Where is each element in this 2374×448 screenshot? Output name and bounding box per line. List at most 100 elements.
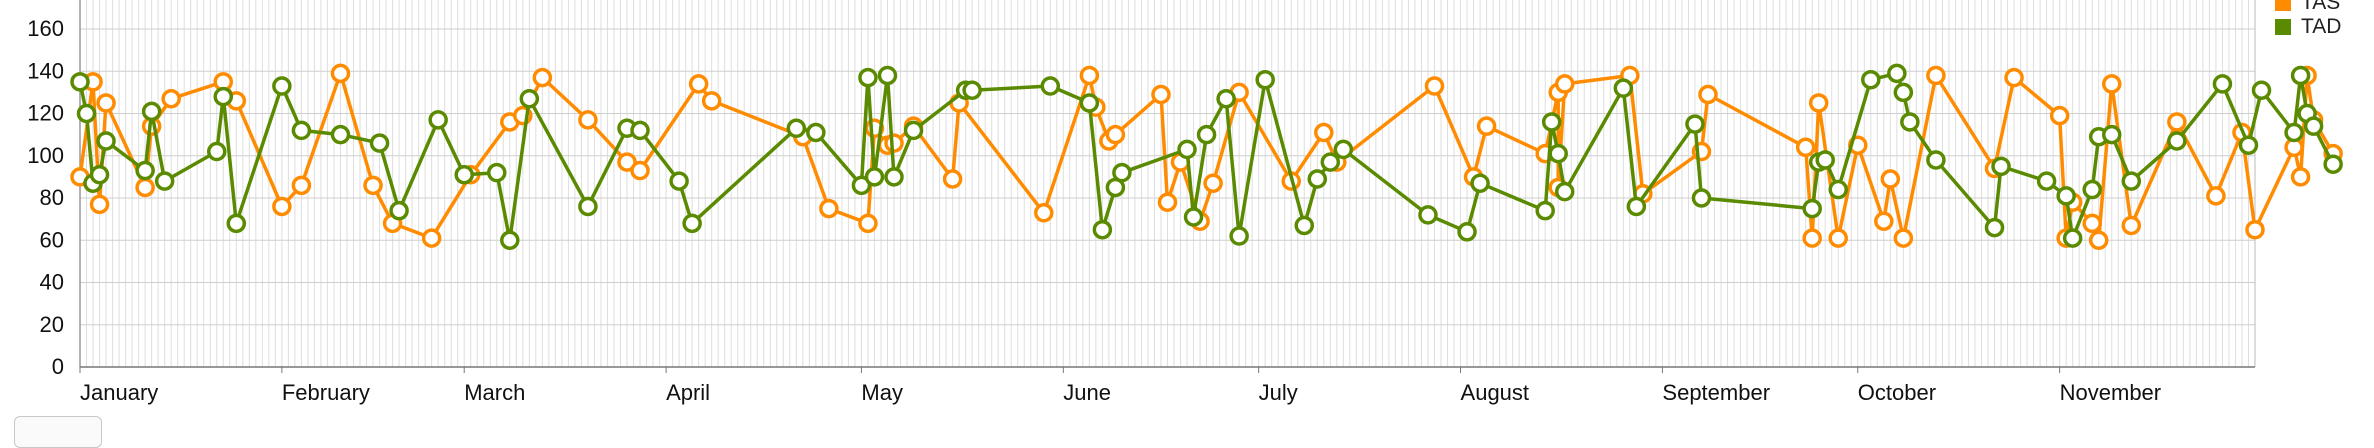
data-point-tad — [1183, 207, 1204, 227]
data-point-tad — [851, 175, 872, 196]
y-tick-label: 80 — [40, 185, 64, 210]
data-point-tas — [688, 74, 709, 94]
data-point-tad — [89, 165, 110, 185]
data-point-tad — [2167, 131, 2187, 151]
data-point-tad — [1554, 181, 1575, 202]
data-point-tad — [141, 101, 162, 122]
data-point-tad — [858, 67, 878, 88]
data-point-tad — [1535, 200, 1555, 221]
data-point-tad — [1984, 217, 2005, 238]
data-point-tas — [89, 194, 110, 215]
data-point-tad — [1177, 139, 1197, 160]
data-point-tad — [1828, 179, 1848, 200]
data-point-tas — [1554, 74, 1575, 94]
data-point-tad — [1307, 169, 1328, 189]
data-point-tad — [454, 165, 474, 185]
data-point-tad — [1457, 222, 1477, 242]
data-point-tas — [701, 91, 722, 111]
data-point-tas — [2049, 105, 2070, 126]
legend-swatch-tad — [2275, 19, 2291, 35]
data-point-tad — [2212, 74, 2233, 94]
data-point-tas — [1802, 228, 1822, 248]
data-point-tad — [2284, 122, 2304, 143]
data-point-tad — [135, 160, 155, 181]
x-tick-label: January — [80, 380, 158, 405]
data-point-tas — [1698, 84, 1718, 105]
data-point-tad — [1196, 124, 1217, 145]
data-point-tad — [213, 86, 234, 107]
x-tick-label: April — [666, 380, 710, 405]
data-point-tad — [2323, 154, 2343, 174]
next-button[interactable] — [14, 416, 102, 448]
data-point-tas — [1808, 93, 1829, 113]
data-point-tad — [1470, 173, 1490, 193]
data-point-tas — [2082, 213, 2102, 234]
data-point-tad — [487, 162, 507, 183]
data-point-tad — [669, 171, 689, 191]
data-point-tad — [1893, 82, 1914, 103]
data-point-tad — [2062, 228, 2083, 248]
data-point-tas — [1893, 228, 1914, 248]
data-point-tad — [1255, 69, 1275, 90]
data-point-tad — [96, 131, 116, 151]
data-point-tad — [1418, 205, 1438, 225]
data-point-tad — [2056, 186, 2076, 206]
x-tick-label: July — [1259, 380, 1298, 405]
data-point-tad — [1900, 112, 1920, 132]
data-point-tad — [1294, 215, 1315, 236]
data-point-tas — [135, 177, 155, 198]
y-tick-label: 60 — [40, 227, 64, 252]
chart-axes: 0 20 40 60 80 100 120 140 160 January February Marc… — [27, 0, 2256, 405]
data-point-tas — [421, 228, 442, 248]
legend-label-tad: TAD — [2301, 15, 2342, 38]
data-point-tas — [272, 196, 292, 217]
data-point-tas — [630, 160, 650, 181]
data-point-tad — [1092, 219, 1113, 240]
data-point-tad — [1541, 112, 1562, 132]
data-point-tas — [1424, 76, 1445, 96]
data-point-tad — [962, 80, 982, 101]
data-point-tas — [1795, 137, 1816, 158]
data-point-tas — [819, 198, 839, 219]
data-point-tas — [2290, 167, 2311, 187]
data-point-tad — [2121, 171, 2142, 191]
data-point-tad — [1991, 156, 2011, 177]
data-point-tas — [1874, 211, 1894, 231]
data-point-tad — [330, 124, 351, 145]
data-point-tad — [1861, 69, 1881, 90]
data-point-tad — [877, 65, 898, 86]
data-point-tad — [1229, 226, 1249, 246]
data-point-tas — [1880, 169, 1901, 189]
data-point-tad — [2251, 80, 2272, 101]
data-point-tas — [884, 133, 904, 153]
legend-label-tas: TAS — [2301, 0, 2341, 14]
data-point-tad — [1613, 78, 1634, 98]
legend-item-tad[interactable]: TAD — [2275, 16, 2374, 38]
data-point-tad — [2101, 124, 2122, 145]
data-point-tas — [1828, 228, 1848, 248]
data-point-tad — [1333, 139, 1354, 160]
data-point-tad — [519, 88, 540, 109]
data-point-tad — [1320, 152, 1341, 172]
data-point-tad — [1815, 150, 1835, 170]
x-tick-label: August — [1461, 380, 1530, 405]
data-point-tad — [884, 167, 904, 187]
data-point-tad — [272, 76, 292, 96]
data-point-tad — [682, 213, 702, 234]
data-point-tad — [389, 200, 409, 221]
data-point-tas — [2167, 112, 2187, 132]
data-point-tas — [1476, 116, 1497, 136]
data-point-tad — [291, 120, 312, 141]
legend-item-tas[interactable]: TAS — [2275, 0, 2374, 14]
data-point-tad — [76, 103, 97, 124]
data-point-tad — [2238, 135, 2259, 155]
data-point-tad — [864, 167, 885, 187]
data-point-tas — [1203, 173, 1223, 193]
data-point-tad — [786, 118, 807, 139]
data-point-tas — [2088, 230, 2109, 250]
data-point-tad — [70, 72, 90, 92]
y-tick-label: 0 — [52, 354, 64, 379]
x-tick-label: May — [861, 380, 903, 405]
data-point-tad — [500, 230, 520, 250]
data-point-tad — [1548, 143, 1568, 164]
